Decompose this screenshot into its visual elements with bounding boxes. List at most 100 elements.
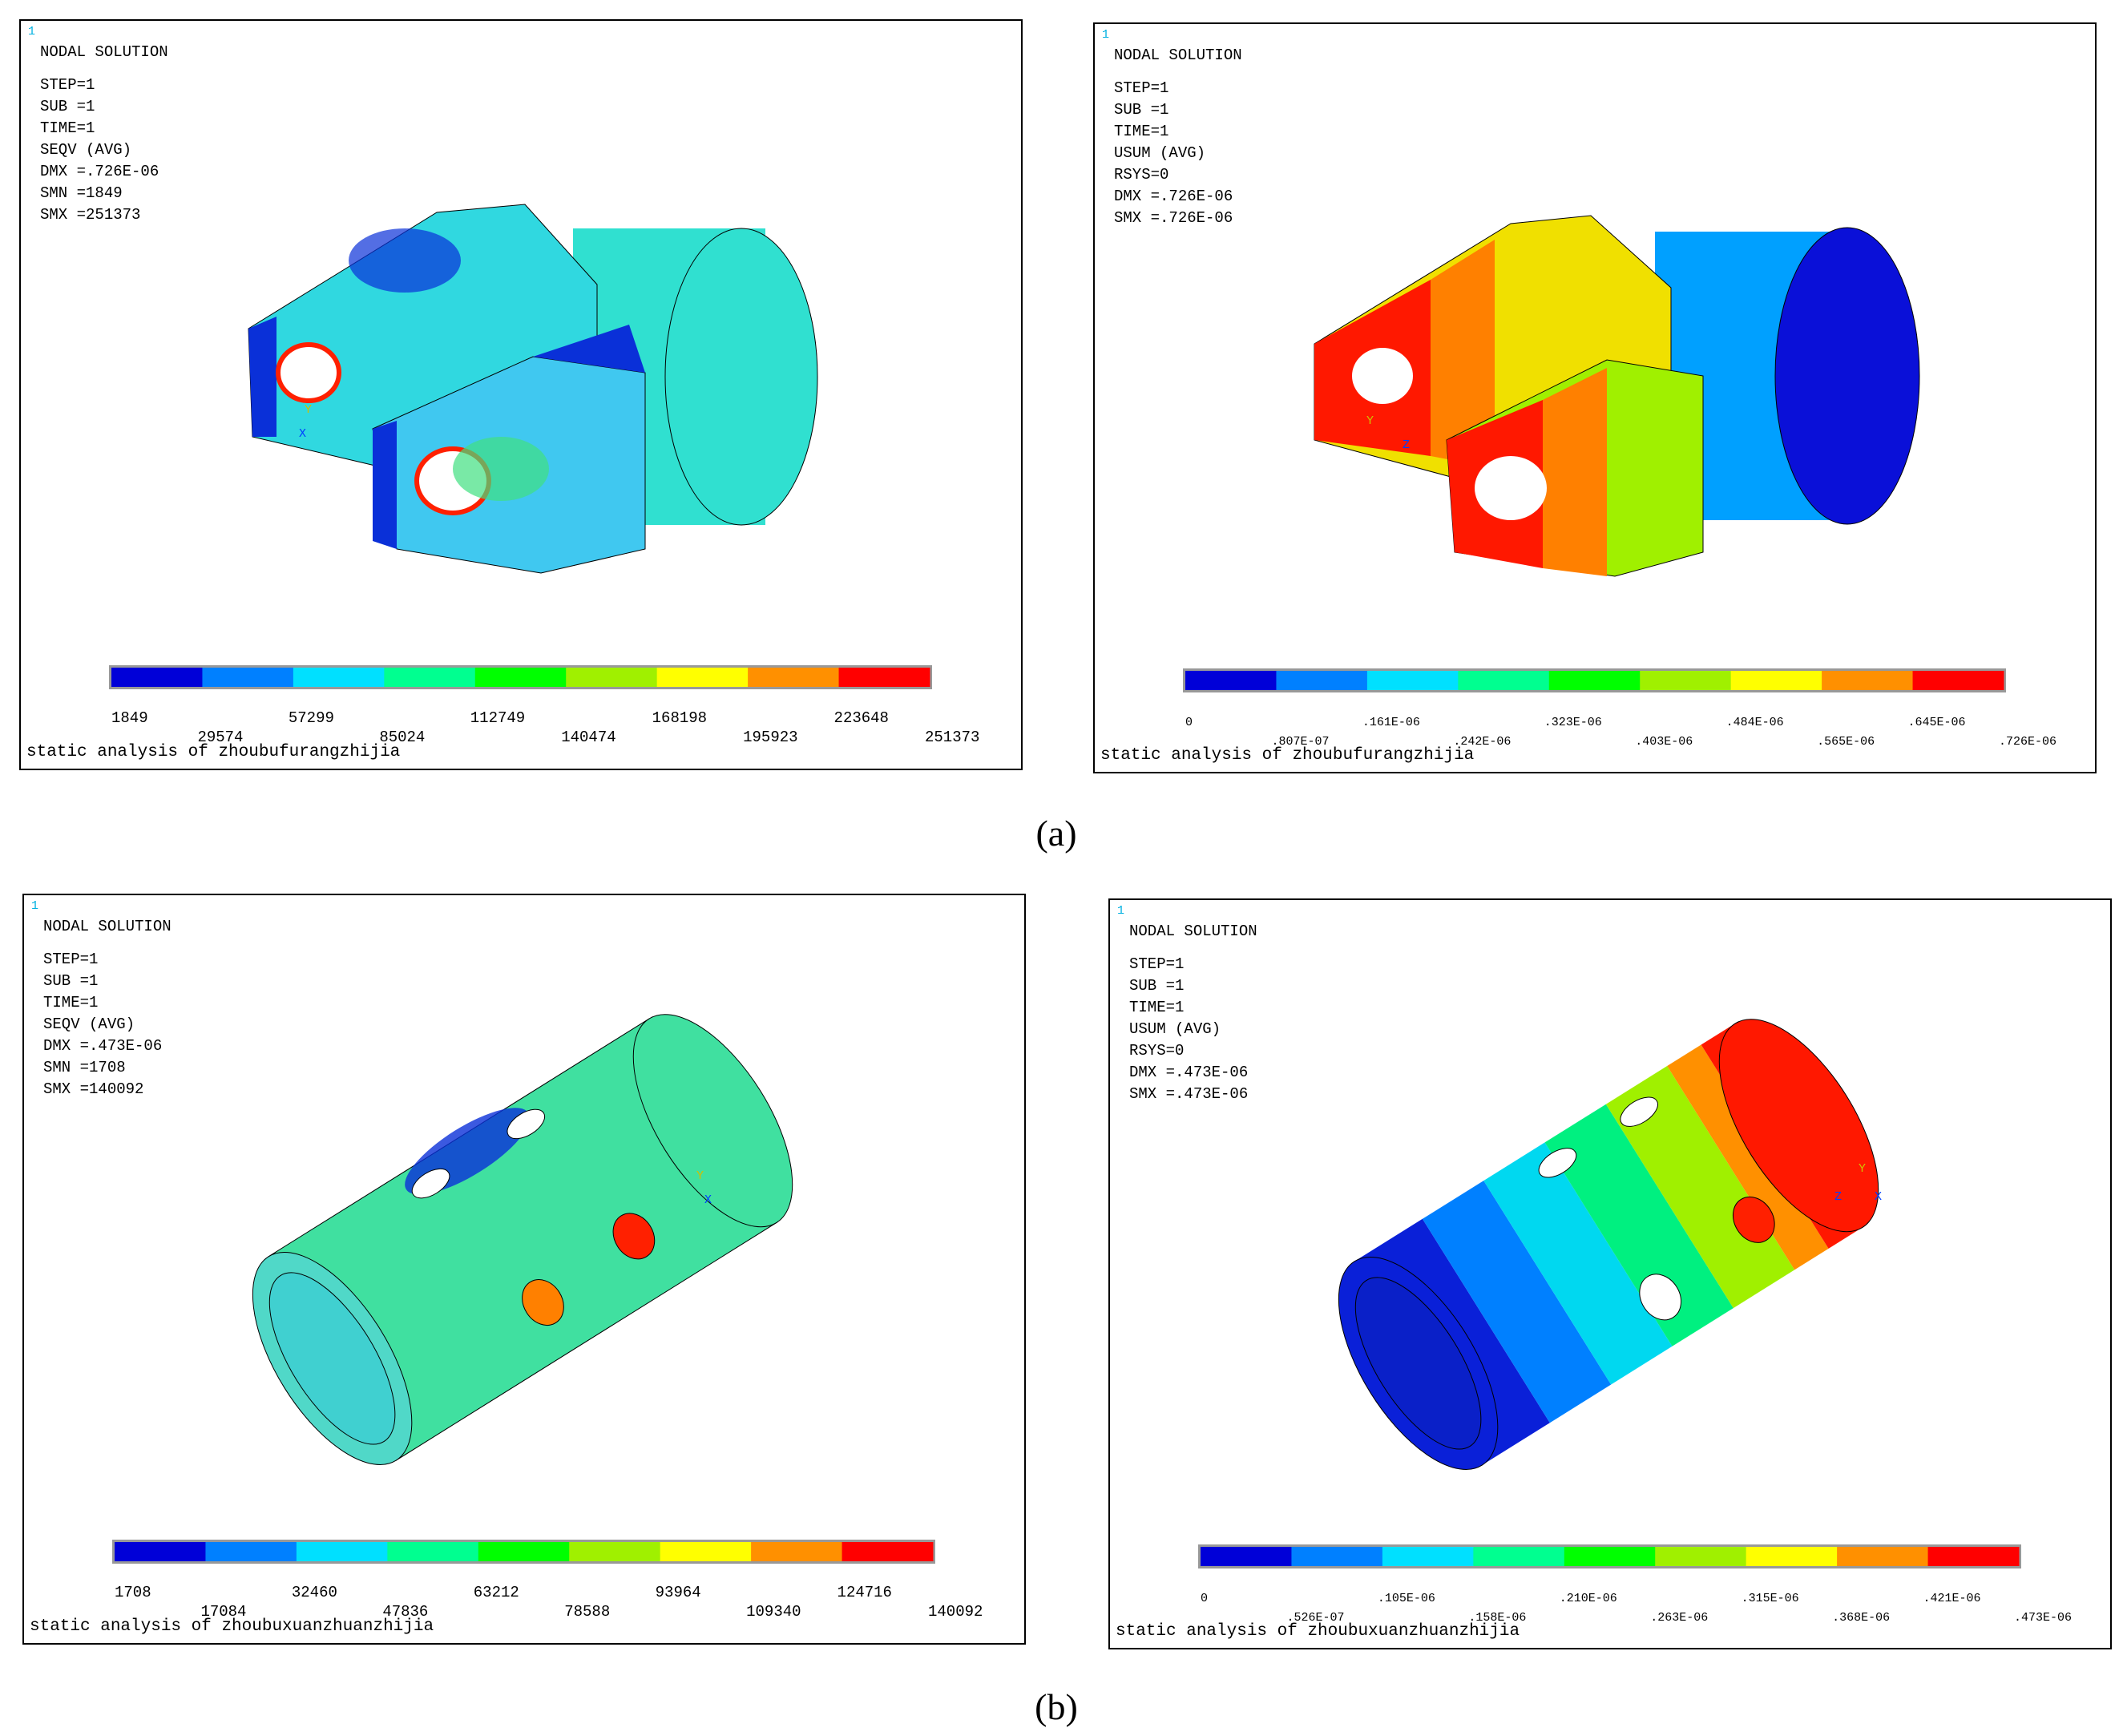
triad-label: Z xyxy=(1403,438,1410,452)
legend-swatch xyxy=(656,668,749,687)
triad-label: X xyxy=(704,1193,712,1207)
bracket-stress xyxy=(248,204,818,574)
info-line: DMX =.726E-06 xyxy=(40,163,159,180)
legend-label: .421E-06 xyxy=(1923,1592,1981,1605)
legend-swatch xyxy=(569,1542,661,1561)
legend-label: .158E-06 xyxy=(1468,1611,1526,1625)
legend-swatch xyxy=(478,1542,570,1561)
info-line: SEQV (AVG) xyxy=(40,141,131,159)
info-line: SMN =1849 xyxy=(40,184,123,202)
result-panel: 1 NODAL SOLUTION STEP=1 SUB =1 TIME=1 USUM (A… xyxy=(1108,898,2112,1649)
legend-label: 93964 xyxy=(656,1584,701,1601)
legend-label: 29574 xyxy=(197,729,243,746)
legend-swatch xyxy=(205,1542,297,1561)
legend-swatch xyxy=(1382,1547,1474,1566)
info-line: USUM (AVG) xyxy=(1129,1020,1221,1038)
legend-swatch xyxy=(115,1542,206,1561)
legend-label: 47836 xyxy=(382,1603,428,1621)
legend-label: .210E-06 xyxy=(1560,1592,1617,1605)
info-line: SUB =1 xyxy=(1114,101,1168,119)
info-line: TIME=1 xyxy=(1129,999,1184,1016)
legend-label: 124716 xyxy=(837,1584,892,1601)
legend-label: .368E-06 xyxy=(1832,1611,1890,1625)
legend-label: .263E-06 xyxy=(1650,1611,1708,1625)
info-line: RSYS=0 xyxy=(1114,166,1168,184)
bracket-displacement xyxy=(1314,215,1920,577)
legend-label: 57299 xyxy=(289,709,334,727)
info-line: STEP=1 xyxy=(1129,955,1184,973)
legend-label: .473E-06 xyxy=(2014,1611,2072,1625)
legend-swatch xyxy=(1291,1547,1383,1566)
subfigure-label: (b) xyxy=(1035,1686,1078,1727)
info-line: SMX =140092 xyxy=(43,1080,143,1098)
info-line: RSYS=0 xyxy=(1129,1042,1184,1060)
info-line: SMX =251373 xyxy=(40,206,140,224)
legend-label: 0 xyxy=(1185,716,1193,729)
info-line: SUB =1 xyxy=(1129,977,1184,995)
legend-label: 32460 xyxy=(292,1584,337,1601)
legend-label: .403E-06 xyxy=(1635,735,1693,749)
legend-label: .323E-06 xyxy=(1544,716,1602,729)
legend-label: 223648 xyxy=(834,709,889,727)
sleeve-stress xyxy=(252,1014,793,1465)
legend-label: .565E-06 xyxy=(1817,735,1875,749)
legend-label: 63212 xyxy=(474,1584,519,1601)
frame-number: 1 xyxy=(31,899,38,913)
legend-swatch xyxy=(660,1542,752,1561)
legend-label: 17084 xyxy=(200,1603,246,1621)
info-line: SEQV (AVG) xyxy=(43,1015,135,1033)
legend-label: 195923 xyxy=(743,729,797,746)
legend-swatch xyxy=(842,1542,934,1561)
info-line: SUB =1 xyxy=(40,98,95,115)
info-line: NODAL SOLUTION xyxy=(43,918,172,935)
info-line: TIME=1 xyxy=(43,994,98,1011)
info-line: SMX =.726E-06 xyxy=(1114,209,1233,227)
info-line: NODAL SOLUTION xyxy=(1114,46,1242,64)
caption: static analysis of zhoubuxuanzhuanzhijia xyxy=(30,1617,434,1636)
legend-swatch xyxy=(748,668,840,687)
legend-label: 168198 xyxy=(652,709,707,727)
legend-label: .807E-07 xyxy=(1271,735,1329,749)
info-line: SMX =.473E-06 xyxy=(1129,1085,1248,1103)
legend-label: .526E-07 xyxy=(1286,1611,1344,1625)
legend-swatch xyxy=(1746,1547,1838,1566)
legend-swatch xyxy=(1640,671,1732,690)
legend-swatch xyxy=(1822,671,1914,690)
legend-swatch xyxy=(1564,1547,1656,1566)
legend-label: 140474 xyxy=(561,729,616,746)
legend-swatch xyxy=(296,1542,388,1561)
legend-swatch xyxy=(1185,671,1277,690)
legend-swatch xyxy=(384,668,476,687)
triad-label: Y xyxy=(1366,414,1374,428)
sleeve-displacement xyxy=(1338,1019,1879,1470)
panel-frame xyxy=(22,894,1026,1645)
triad-label: Y xyxy=(1859,1162,1866,1176)
triad-label: Y xyxy=(305,403,312,417)
legend-label: 85024 xyxy=(379,729,425,746)
triad-label: Z xyxy=(1834,1190,1842,1204)
frame-number: 1 xyxy=(1117,904,1124,918)
legend-label: 112749 xyxy=(470,709,525,727)
info-line: USUM (AVG) xyxy=(1114,144,1205,162)
result-panel: 1 NODAL SOLUTION STEP=1 SUB =1 TIME=1 USUM (A… xyxy=(1093,22,2097,773)
legend-label: 0 xyxy=(1201,1592,1208,1605)
legend-swatch xyxy=(1473,1547,1565,1566)
info-line: TIME=1 xyxy=(40,119,95,137)
caption: static analysis of zhoubuxuanzhuanzhijia xyxy=(1116,1622,1520,1641)
panel-frame xyxy=(19,19,1023,770)
legend-label: .105E-06 xyxy=(1378,1592,1435,1605)
legend-swatch xyxy=(1730,671,1822,690)
caption: static analysis of zhoubufurangzhijia xyxy=(26,743,400,761)
frame-number: 1 xyxy=(1102,28,1109,42)
triad-label: X xyxy=(299,427,306,441)
legend-swatch xyxy=(1655,1547,1747,1566)
info-line: DMX =.726E-06 xyxy=(1114,188,1233,205)
legend-label: .484E-06 xyxy=(1726,716,1784,729)
info-line: STEP=1 xyxy=(1114,79,1168,97)
legend-label: 109340 xyxy=(746,1603,801,1621)
legend-swatch xyxy=(838,668,930,687)
legend-label: .645E-06 xyxy=(1908,716,1966,729)
legend-label: .315E-06 xyxy=(1742,1592,1799,1605)
caption: static analysis of zhoubufurangzhijia xyxy=(1100,746,1474,765)
legend-swatch xyxy=(1548,671,1641,690)
